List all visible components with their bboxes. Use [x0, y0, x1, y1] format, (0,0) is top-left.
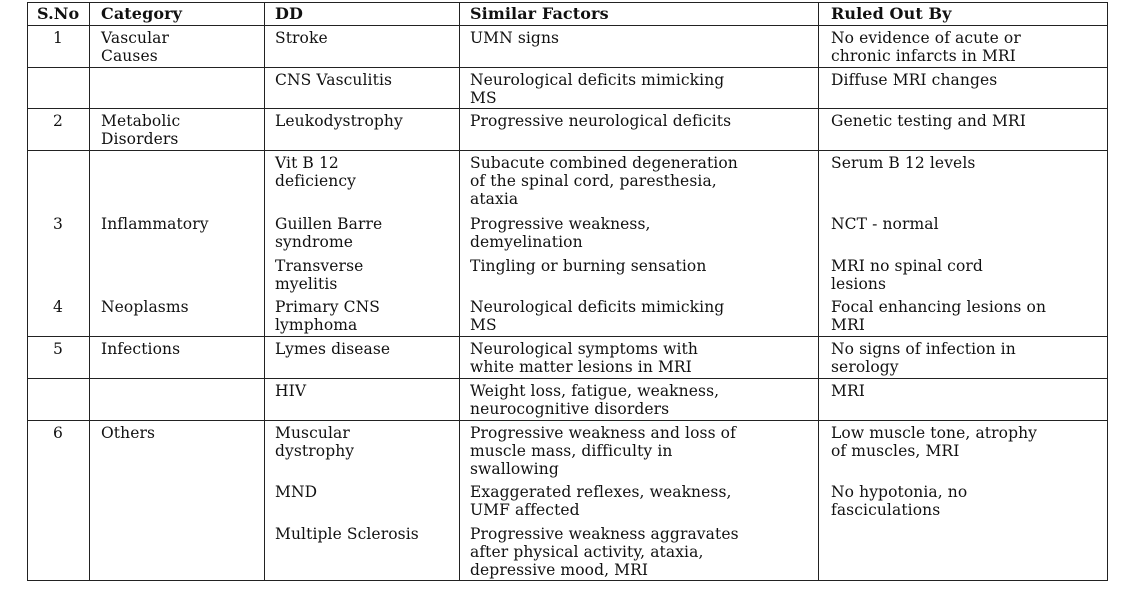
cell-dd: MND	[275, 483, 318, 501]
cell-dd: CNS Vasculitis	[275, 71, 393, 89]
cell-similar-factors: Neurological symptoms with white matter …	[470, 340, 698, 376]
header-dd: DD	[275, 4, 303, 23]
cell-dd: Muscular dystrophy	[275, 424, 355, 460]
cell-ruled-out-by: No signs of infection in serology	[831, 340, 1016, 376]
cell-category: Neoplasms	[101, 298, 189, 316]
cell-category: Inflammatory	[101, 215, 209, 233]
cell-dd: Vit B 12 deficiency	[275, 154, 357, 190]
row-divider	[27, 150, 1108, 151]
table-border	[27, 2, 28, 581]
cell-similar-factors: Neurological deficits mimicking MS	[470, 71, 725, 107]
column-divider	[459, 2, 460, 581]
row-divider	[27, 108, 1108, 109]
cell-ruled-out-by: Serum B 12 levels	[831, 154, 976, 172]
cell-dd: HIV	[275, 382, 307, 400]
column-divider	[264, 2, 265, 581]
cell-ruled-out-by: Genetic testing and MRI	[831, 112, 1026, 130]
cell-sno: 6	[53, 424, 63, 442]
cell-category: Metabolic Disorders	[101, 112, 181, 148]
cell-similar-factors: Exaggerated reflexes, weakness, UMF affe…	[470, 483, 732, 519]
cell-dd: Primary CNS lymphoma	[275, 298, 380, 334]
cell-similar-factors: Progressive neurological deficits	[470, 112, 732, 130]
cell-similar-factors: Progressive weakness, demyelination	[470, 215, 651, 251]
cell-category: Others	[101, 424, 156, 442]
cell-ruled-out-by: MRI	[831, 382, 865, 400]
cell-sno: 4	[53, 298, 63, 316]
header-ruled-out-by: Ruled Out By	[831, 4, 952, 23]
cell-ruled-out-by: MRI no spinal cord lesions	[831, 257, 983, 293]
cell-similar-factors: Neurological deficits mimicking MS	[470, 298, 725, 334]
differential-diagnosis-table: S.No Category DD Similar Factors Ruled O…	[27, 2, 1108, 581]
header-sno: S.No	[37, 4, 80, 23]
column-divider	[818, 2, 819, 581]
cell-dd: Lymes disease	[275, 340, 391, 358]
cell-dd: Stroke	[275, 29, 328, 47]
row-divider	[27, 67, 1108, 68]
cell-ruled-out-by: No hypotonia, no fasciculations	[831, 483, 968, 519]
cell-similar-factors: UMN signs	[470, 29, 560, 47]
cell-dd: Leukodystrophy	[275, 112, 403, 130]
cell-similar-factors: Tingling or burning sensation	[470, 257, 707, 275]
cell-sno: 5	[53, 340, 63, 358]
cell-similar-factors: Progressive weakness aggravates after ph…	[470, 525, 739, 579]
cell-ruled-out-by: Low muscle tone, atrophy of muscles, MRI	[831, 424, 1038, 460]
cell-ruled-out-by: Diffuse MRI changes	[831, 71, 998, 89]
cell-sno: 3	[53, 215, 63, 233]
cell-sno: 2	[53, 112, 63, 130]
row-divider	[27, 25, 1108, 26]
cell-similar-factors: Subacute combined degeneration of the sp…	[470, 154, 738, 208]
column-divider	[89, 2, 90, 581]
cell-ruled-out-by: NCT - normal	[831, 215, 939, 233]
cell-dd: Multiple Sclerosis	[275, 525, 419, 543]
cell-similar-factors: Weight loss, fatigue, weakness, neurocog…	[470, 382, 720, 418]
header-similar-factors: Similar Factors	[470, 4, 609, 23]
cell-dd: Guillen Barre syndrome	[275, 215, 383, 251]
row-divider	[27, 420, 1108, 421]
cell-category: Vascular Causes	[101, 29, 170, 65]
table-border	[1107, 2, 1108, 581]
cell-category: Infections	[101, 340, 181, 358]
cell-ruled-out-by: No evidence of acute or chronic infarcts…	[831, 29, 1021, 65]
cell-similar-factors: Progressive weakness and loss of muscle …	[470, 424, 736, 478]
row-divider	[27, 378, 1108, 379]
cell-ruled-out-by: Focal enhancing lesions on MRI	[831, 298, 1047, 334]
cell-sno: 1	[53, 29, 63, 47]
header-category: Category	[101, 4, 183, 23]
table-border	[27, 2, 1108, 3]
cell-dd: Transverse myelitis	[275, 257, 364, 293]
row-divider	[27, 336, 1108, 337]
table-border	[27, 580, 1108, 581]
